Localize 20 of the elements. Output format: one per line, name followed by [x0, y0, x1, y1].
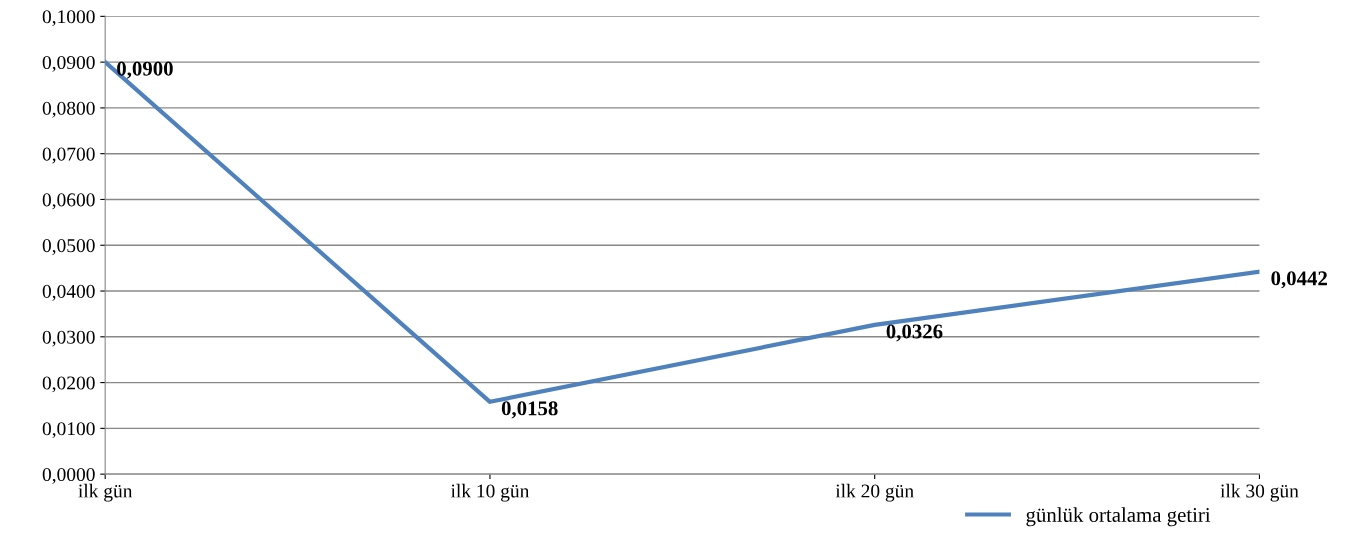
x-tick-label: ilk gün [78, 483, 133, 502]
y-tick-label: 0,0600 [42, 193, 95, 210]
y-tick-label: 0,0500 [42, 239, 95, 255]
y-tick-label: 0,0200 [42, 376, 95, 393]
y-tick-label: 0,0900 [42, 55, 95, 72]
legend-label: günlük ortalama getiri [1026, 507, 1211, 527]
y-tick-label: 0,0000 [42, 467, 95, 484]
y-tick-label: 0,1000 [42, 10, 95, 27]
data-label: 0,0442 [1271, 271, 1327, 289]
x-tick-label: ilk 10 gün [450, 483, 530, 502]
y-tick-label: 0,0700 [42, 147, 95, 164]
y-tick-label: 0,0100 [42, 422, 95, 439]
data-label: 0,0158 [501, 401, 558, 419]
y-tick-label: 0,0800 [42, 101, 95, 118]
y-tick-label: 0,0300 [42, 330, 95, 347]
x-tick-label: ilk 20 gün [835, 483, 914, 502]
x-tick-label: ilk 30 gün [1220, 483, 1299, 502]
y-tick-label: 0,0400 [42, 284, 95, 301]
data-label: 0,0900 [117, 61, 173, 79]
data-label: 0,0326 [886, 324, 943, 342]
